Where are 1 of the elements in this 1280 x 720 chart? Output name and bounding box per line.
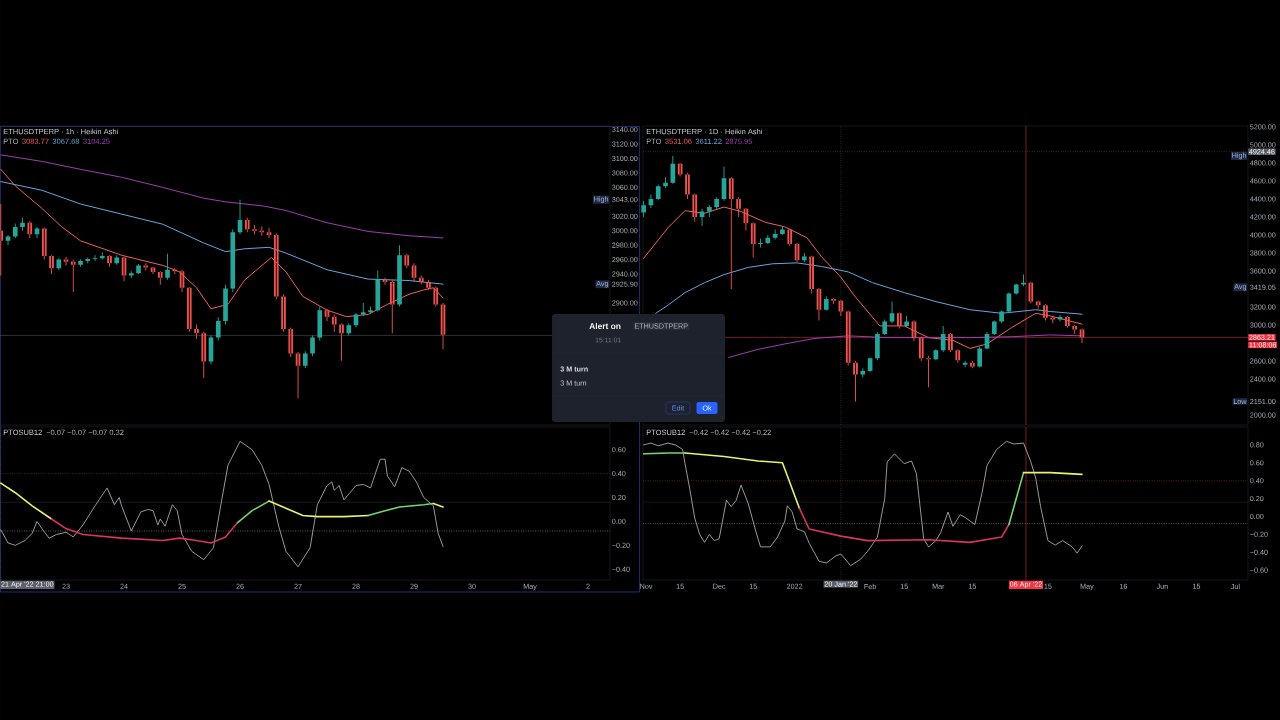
text: Alert on xyxy=(589,322,621,330)
